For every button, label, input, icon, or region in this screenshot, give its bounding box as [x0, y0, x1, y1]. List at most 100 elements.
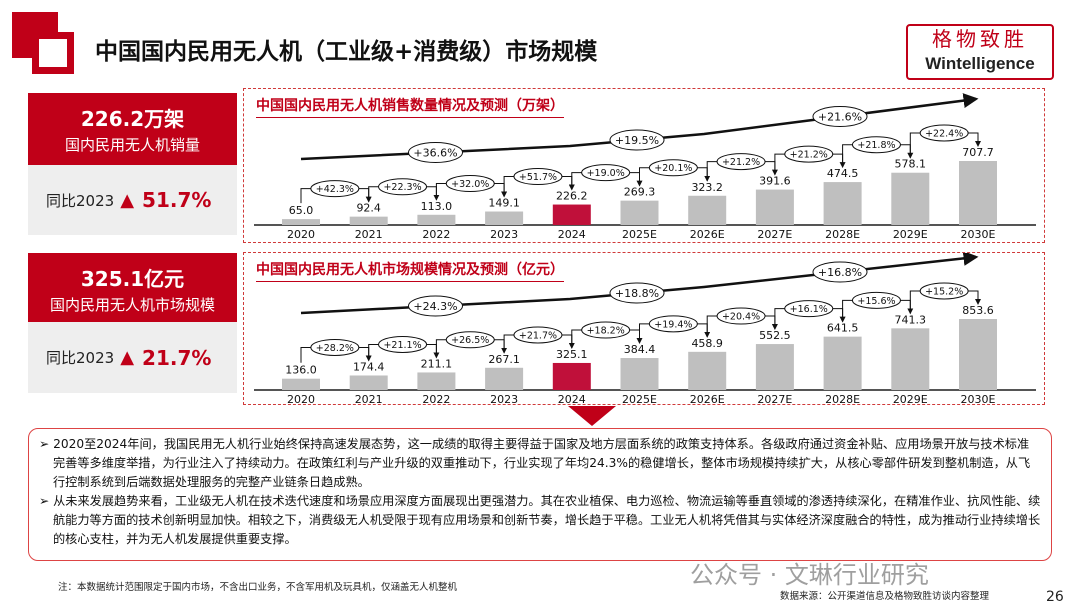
growth-label: +21.7%: [519, 330, 557, 341]
value-label: 113.0: [421, 200, 453, 213]
tick-label: 2022: [422, 228, 450, 241]
growth-ellipse: [609, 129, 665, 151]
summary-paragraph: ➢ 从未来发展趋势来看，工业级无人机在技术迭代速度和场景应用深度方面展现出更强潜…: [39, 494, 1041, 546]
value-label: 474.5: [827, 167, 859, 180]
kpi-market: 325.1亿元 国内民用无人机市场规模: [28, 253, 237, 322]
tick-label: 2020: [287, 228, 315, 241]
growth-label: +19.4%: [654, 319, 692, 330]
bar: [891, 172, 930, 225]
growth-label: +51.7%: [519, 172, 557, 183]
growth-label: +32.0%: [451, 179, 489, 190]
growth-label: +18.8%: [615, 287, 659, 300]
value-label: 149.1: [488, 197, 519, 210]
sales-chart: 65.0 2020 92.4 2021 113.0 2022 149.1 2023 226.2 2…: [243, 88, 1045, 243]
growth-ellipse: [408, 295, 463, 317]
growth-ellipse: [784, 300, 834, 318]
page-number: 26: [1046, 589, 1064, 605]
value-label: 92.4: [356, 202, 381, 215]
growth-ellipse: [784, 145, 834, 163]
tick-label: 2027E: [757, 228, 792, 241]
growth-ellipse: [919, 282, 969, 300]
value-label: 707.7: [962, 146, 994, 159]
value-label: 211.1: [421, 357, 453, 370]
growth-label: +36.6%: [413, 146, 457, 159]
bar: [688, 195, 727, 225]
growth-ellipse: [310, 180, 360, 198]
growth-ellipse: [648, 159, 698, 177]
growth-label: +16.8%: [818, 266, 862, 279]
growth-ellipse: [851, 291, 901, 309]
tick-label: 2021: [355, 228, 383, 241]
bar: [552, 362, 591, 390]
summary-box: ➢ 2020至2024年间，我国民用无人机行业始终保持高速发展态势，这一成绩的取…: [28, 428, 1052, 561]
down-arrow-icon: [568, 406, 616, 426]
growth-label: +21.6%: [818, 110, 862, 123]
growth-label: +19.5%: [615, 134, 659, 147]
growth-ellipse: [851, 136, 901, 154]
tick-label: 2020: [287, 393, 315, 406]
brand-cn: 格物致胜: [932, 27, 1028, 51]
bar: [282, 219, 320, 225]
growth-ellipse: [378, 335, 428, 353]
tick-label: 2025E: [622, 393, 657, 406]
growth-label: +24.3%: [413, 300, 457, 313]
growth-label: +28.2%: [316, 343, 354, 354]
data-source: 数据来源：公开渠道信息及格物致胜访谈内容整理: [780, 591, 990, 602]
bar: [417, 214, 456, 225]
bar: [959, 161, 997, 225]
value-label: 384.4: [624, 343, 656, 356]
bar: [282, 378, 320, 390]
growth-ellipse: [513, 168, 563, 186]
sales-chart-svg: 65.0 2020 92.4 2021 113.0 2022 149.1 2023 226.2 2…: [254, 93, 1036, 241]
growth-label: +42.3%: [316, 184, 354, 195]
growth-ellipse: [581, 164, 631, 182]
growth-label: +16.1%: [790, 304, 828, 315]
brand-en: Wintelligence: [925, 54, 1035, 73]
up-arrow-icon: ▲: [120, 189, 135, 211]
tick-label: 2026E: [690, 393, 725, 406]
market-chart: 136.0 2020 174.4 2021 211.1 2022 267.1 2023 325.…: [243, 252, 1045, 406]
bar: [349, 216, 388, 225]
kpi-label: 国内民用无人机市场规模: [49, 296, 215, 314]
bar: [823, 182, 862, 225]
value-label: 323.2: [691, 181, 723, 194]
summary-paragraph: ➢ 2020至2024年间，我国民用无人机行业始终保持高速发展态势，这一成绩的取…: [39, 437, 1031, 489]
bar: [755, 189, 794, 225]
tick-label: 2023: [490, 228, 518, 241]
growth-label: +26.5%: [451, 335, 489, 346]
value-label: 552.5: [759, 329, 791, 342]
yoy-value: 21.7%: [142, 345, 212, 370]
kpi-value: 226.2万架: [80, 107, 185, 131]
bar: [755, 344, 794, 390]
tick-label: 2028E: [825, 393, 860, 406]
market-chart-svg: 136.0 2020 174.4 2021 211.1 2022 267.1 2023 325.…: [254, 253, 1036, 406]
growth-label: +20.1%: [654, 163, 692, 174]
growth-label: +19.0%: [587, 168, 625, 179]
tick-label: 2030E: [961, 393, 996, 406]
growth-ellipse: [408, 142, 463, 163]
growth-label: +21.2%: [722, 157, 760, 168]
kpi-value: 325.1亿元: [80, 267, 185, 291]
kpi-sales-yoy: 同比2023 ▲ 51.7%: [28, 165, 237, 235]
value-label: 641.5: [827, 322, 859, 335]
bar: [688, 351, 727, 390]
value-label: 391.6: [759, 175, 791, 188]
page-title: 中国国内民用无人机（工业级+消费级）市场规模: [95, 39, 598, 65]
tick-label: 2029E: [893, 228, 928, 241]
growth-label: +22.4%: [925, 128, 963, 139]
kpi-sales: 226.2万架 国内民用无人机销量: [28, 93, 237, 165]
value-label: 578.1: [895, 158, 927, 171]
growth-label: +15.6%: [857, 296, 895, 307]
growth-ellipse: [919, 124, 969, 142]
tick-label: 2025E: [622, 228, 657, 241]
growth-ellipse: [445, 175, 495, 193]
growth-ellipse: [310, 338, 360, 356]
up-arrow-icon: ▲: [120, 347, 135, 368]
tick-label: 2023: [490, 393, 518, 406]
tick-label: 2021: [355, 393, 383, 406]
bar: [959, 319, 997, 390]
tick-label: 2022: [422, 393, 450, 406]
bar: [349, 375, 388, 390]
tick-label: 2030E: [961, 228, 996, 241]
growth-ellipse: [513, 326, 563, 344]
